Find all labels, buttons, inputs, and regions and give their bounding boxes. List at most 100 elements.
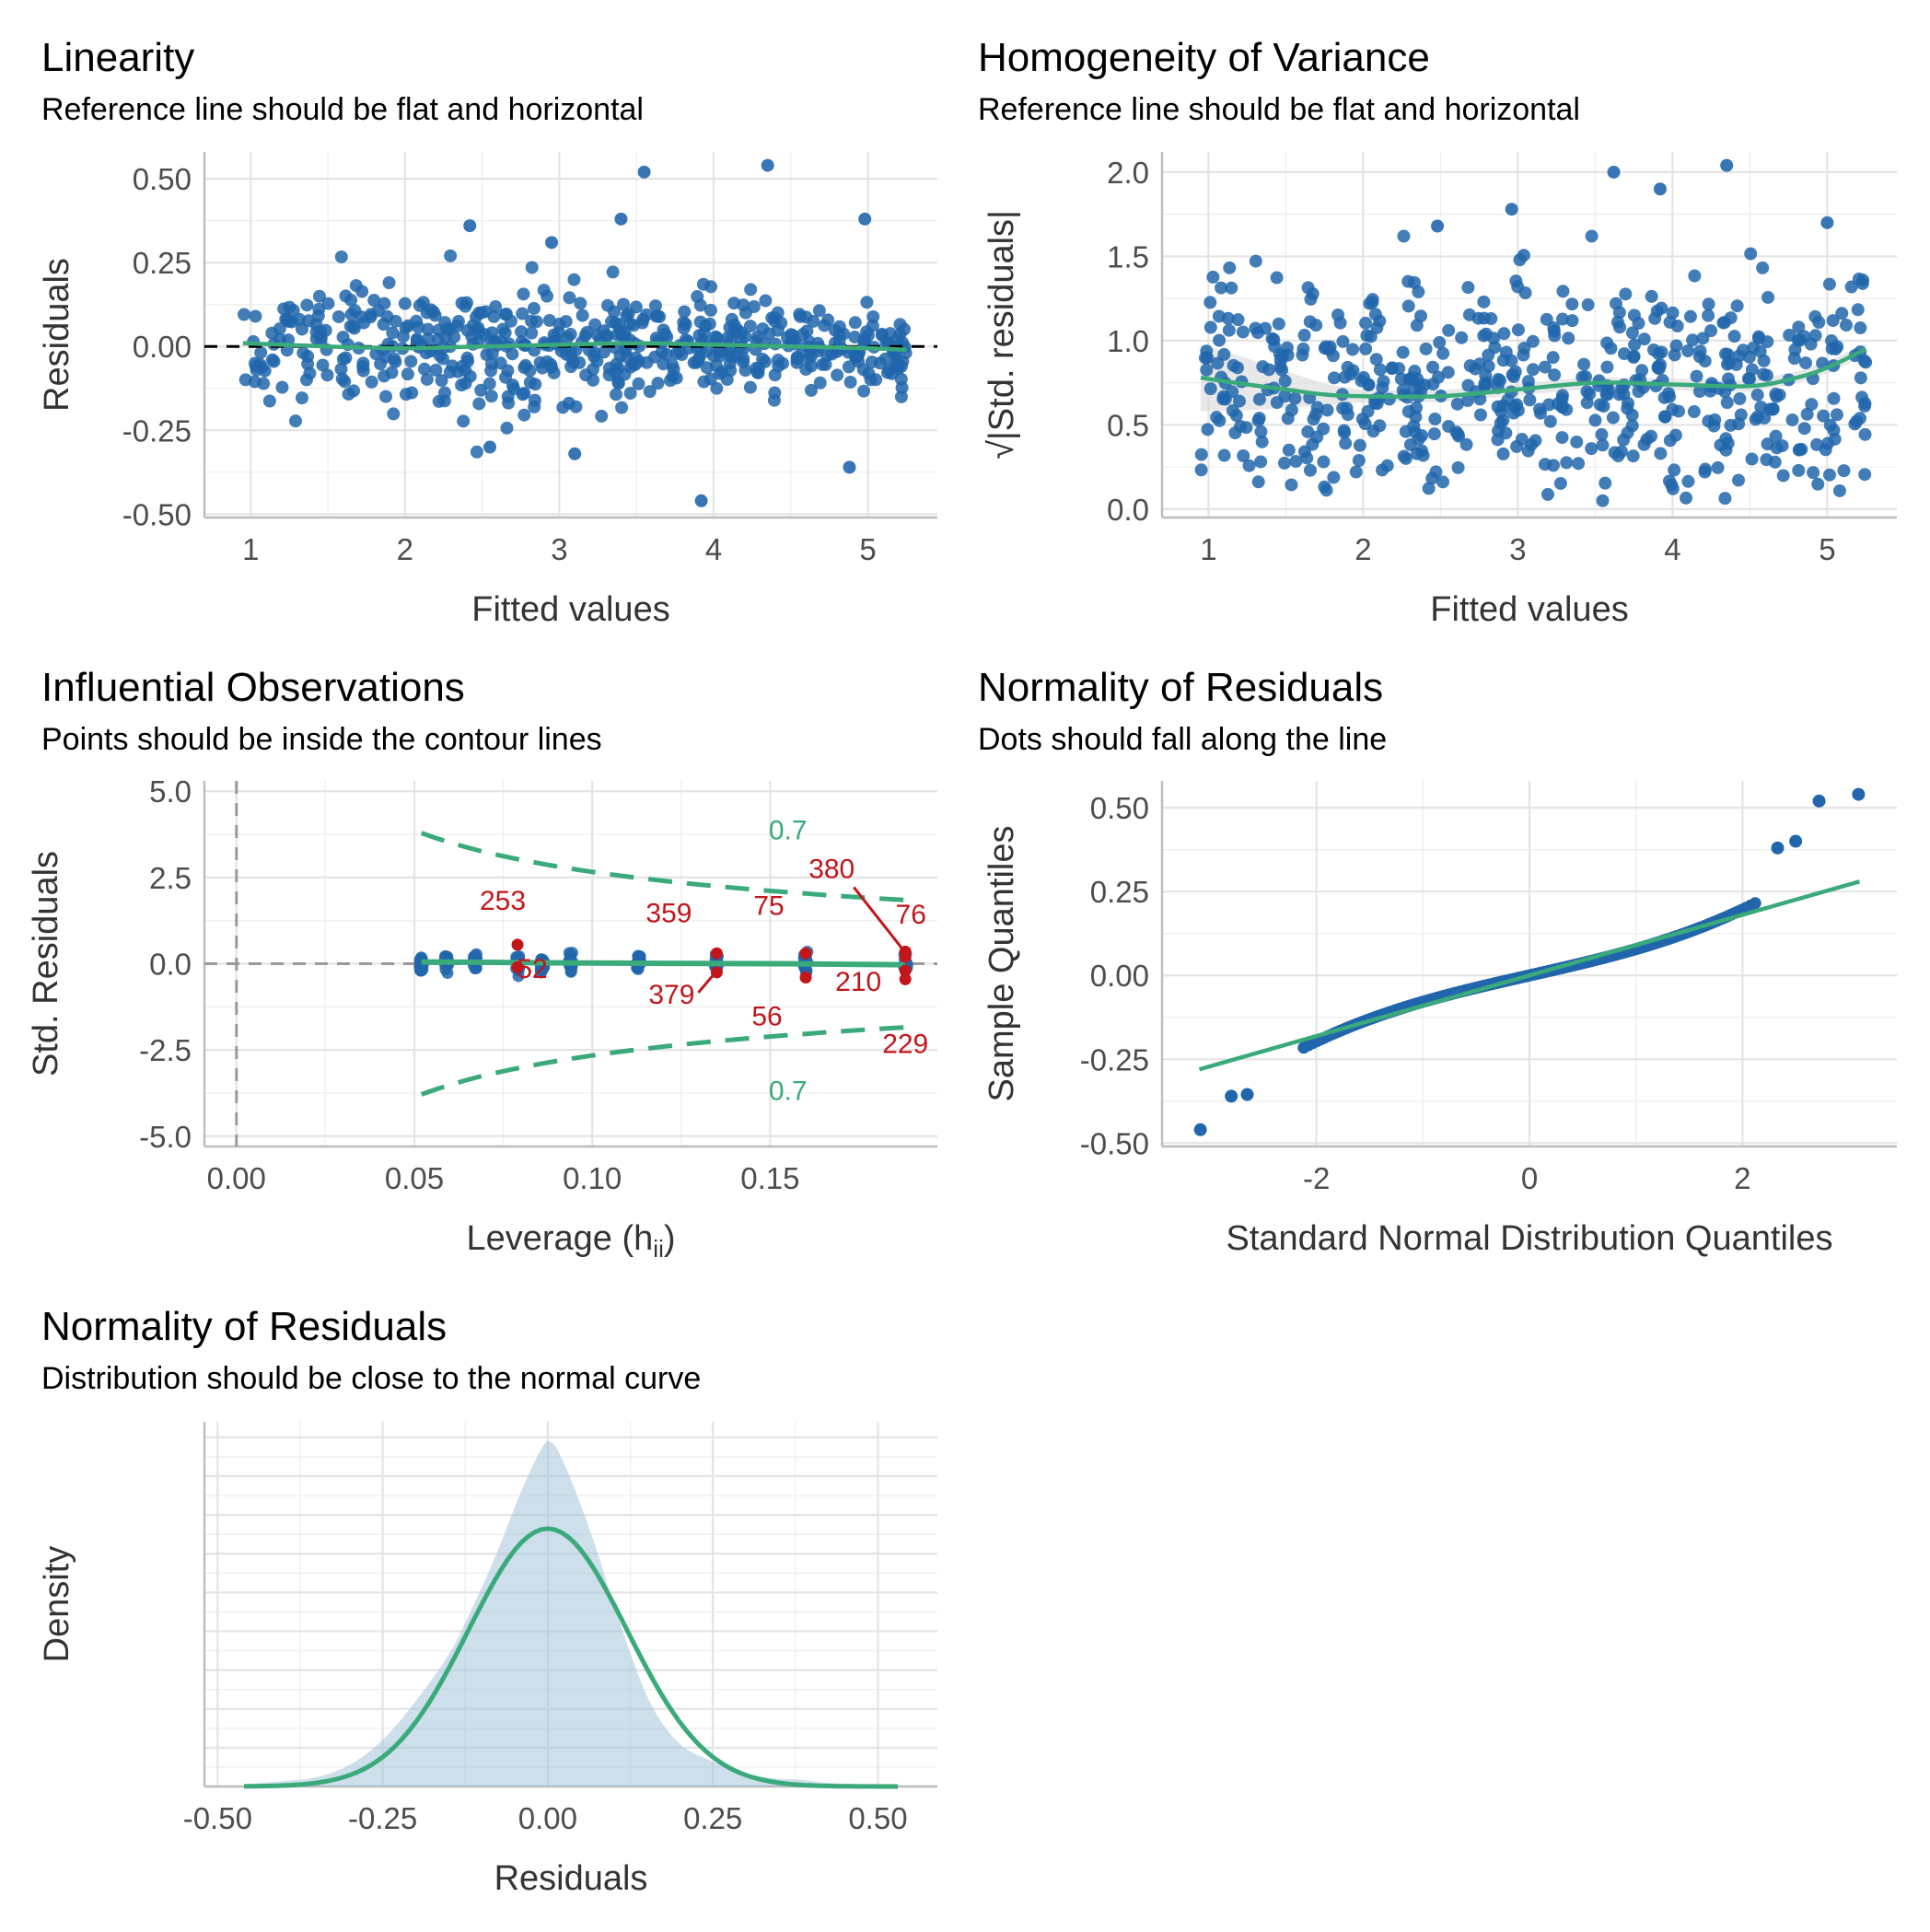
panel-title-linearity: Linearity	[41, 35, 195, 80]
influential-x-tick-label: 0.10	[563, 1161, 622, 1195]
influential-x-tick-label: 0.05	[385, 1161, 444, 1195]
residual-point	[302, 314, 316, 328]
residual-point	[573, 355, 587, 369]
std-residual-point	[1607, 165, 1621, 179]
residual-point	[653, 309, 667, 323]
residual-point	[489, 300, 503, 314]
std-residual-point	[1309, 407, 1323, 421]
influential-label-connector	[853, 886, 903, 949]
std-residual-point	[1854, 371, 1867, 385]
qq-y-axis-title: Sample Quantiles	[982, 826, 1021, 1102]
std-residual-point	[1718, 492, 1732, 506]
std-residual-point	[1671, 404, 1685, 418]
std-residual-point	[1832, 483, 1846, 497]
std-residual-point	[1658, 410, 1672, 424]
std-residual-point	[1538, 458, 1552, 471]
residual-point	[465, 330, 479, 343]
std-residual-point	[1632, 385, 1645, 399]
std-residual-point	[1730, 299, 1744, 313]
std-residual-point	[1654, 447, 1668, 460]
std-residual-point	[1203, 296, 1217, 309]
residual-point	[301, 357, 315, 371]
std-residual-point	[1585, 229, 1599, 243]
std-residual-point	[1356, 371, 1370, 385]
std-residual-point	[1654, 358, 1668, 372]
std-residual-point	[1358, 417, 1372, 431]
std-residual-point	[1840, 319, 1854, 332]
residual-point	[595, 409, 609, 423]
std-residual-point	[1625, 326, 1639, 340]
residual-point	[450, 320, 464, 333]
contour-label-lower: 0.7	[769, 1076, 808, 1106]
std-residual-point	[1282, 443, 1296, 457]
residual-point	[525, 261, 539, 274]
std-residual-point	[1827, 391, 1841, 405]
influential-y-axis-title: Std. Residuals	[27, 851, 65, 1077]
residual-point	[842, 360, 855, 374]
std-residual-point	[1588, 413, 1602, 427]
std-residual-point	[1761, 437, 1774, 451]
std-residual-point	[1575, 370, 1589, 384]
std-residual-point	[1596, 438, 1610, 452]
std-residual-point	[1553, 476, 1567, 490]
std-residual-point	[1396, 345, 1410, 359]
std-residual-point	[1823, 418, 1837, 432]
qq-point	[1789, 834, 1803, 848]
density-x-tick-label: 0.50	[848, 1801, 907, 1835]
residual-point	[295, 391, 308, 405]
panel-title-influential: Influential Observations	[41, 665, 465, 710]
std-residual-point	[1461, 378, 1475, 392]
residual-point	[866, 309, 880, 323]
residual-point	[725, 312, 738, 326]
residual-point	[316, 358, 330, 372]
std-residual-point	[1698, 465, 1712, 479]
std-residual-point	[1215, 281, 1228, 295]
std-residual-point	[1517, 348, 1530, 362]
homogeneity-x-tick-label: 4	[1664, 532, 1680, 566]
std-residual-point	[1732, 473, 1746, 487]
std-residual-point	[1270, 396, 1284, 410]
residual-point	[262, 394, 276, 408]
residual-point	[525, 326, 539, 340]
residual-point	[743, 320, 757, 333]
panel-title-density: Normality of Residuals	[41, 1304, 448, 1349]
residual-point	[896, 355, 910, 368]
std-residual-point	[1364, 330, 1378, 343]
std-residual-point	[1251, 475, 1265, 489]
influential-point-label: 380	[808, 854, 855, 884]
std-residual-point	[1450, 397, 1464, 411]
std-residual-point	[1747, 341, 1761, 355]
std-residual-point	[1482, 359, 1495, 373]
residual-point	[804, 383, 818, 397]
std-residual-point	[1397, 449, 1411, 463]
std-residual-point	[1580, 396, 1594, 410]
std-residual-point	[1455, 331, 1469, 344]
std-residual-point	[1807, 466, 1820, 480]
residual-point	[666, 358, 680, 372]
residual-point	[747, 300, 761, 314]
std-residual-point	[1652, 347, 1666, 361]
std-residual-point	[1702, 414, 1715, 428]
homogeneity-x-axis-title: Fitted values	[1430, 590, 1628, 629]
std-residual-point	[1345, 343, 1359, 356]
residual-point	[611, 375, 625, 389]
qq-x-axis-title: Standard Normal Distribution Quantiles	[1227, 1219, 1833, 1258]
residual-point	[382, 276, 396, 290]
std-residual-point	[1837, 464, 1851, 478]
residual-density-area	[244, 1440, 905, 1787]
residual-point	[696, 277, 710, 291]
influential-point-label: 52	[517, 954, 547, 984]
std-residual-point	[1610, 315, 1624, 329]
std-residual-point	[1236, 325, 1250, 339]
residual-point	[289, 414, 303, 428]
std-residual-point	[1720, 357, 1734, 371]
residual-point	[848, 316, 862, 330]
std-residual-point	[1339, 436, 1353, 450]
std-residual-point	[1213, 413, 1227, 427]
qq-point	[1749, 897, 1761, 910]
std-residual-point	[1199, 351, 1213, 365]
std-residual-point	[1278, 374, 1292, 388]
residual-point	[388, 352, 401, 366]
residual-point	[610, 388, 623, 402]
std-residual-point	[1452, 429, 1466, 443]
